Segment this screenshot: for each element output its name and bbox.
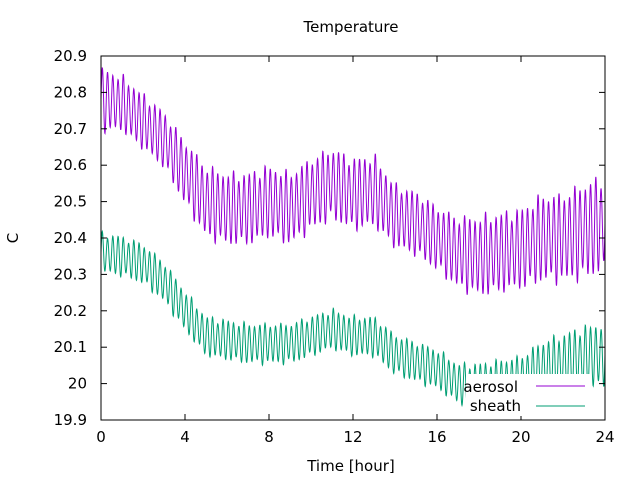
x-tick-label: 24 [595,428,614,446]
y-tick-label: 20.7 [54,120,87,138]
y-tick-label: 20.8 [54,83,87,101]
y-tick-label: 20.4 [54,229,87,247]
y-tick-label: 20.5 [54,193,87,211]
plot-frame [100,55,606,421]
x-tick-label: 12 [343,428,362,446]
y-tick-label: 20.9 [54,47,87,65]
x-tick-label: 20 [511,428,530,446]
chart-title: Temperature [302,18,398,36]
series-line-aerosol [100,66,606,295]
y-tick-label: 20.6 [54,156,87,174]
legend: aerosol sheath [463,374,590,416]
x-tick-label: 8 [264,428,274,446]
y-tick-label: 20 [68,375,87,393]
x-tick-label: 0 [96,428,106,446]
y-tick-label: 20.2 [54,302,87,320]
y-tick-label: 20.3 [54,265,87,283]
legend-background [466,374,590,416]
legend-label-sheath: sheath [470,397,521,415]
x-tick-label: 4 [180,428,190,446]
x-tick-label: 16 [427,428,446,446]
y-axis-label: C [4,233,22,243]
y-tick-label: 20.1 [54,338,87,356]
legend-label-aerosol: aerosol [463,378,518,396]
x-axis-label: Time [hour] [306,457,395,475]
ticks-layer: 0 4 8 12 16 20 24 19.9 20 20.1 20.2 20.3 20.4 20.5 20.… [54,47,615,446]
y-tick-label: 19.9 [54,411,87,429]
